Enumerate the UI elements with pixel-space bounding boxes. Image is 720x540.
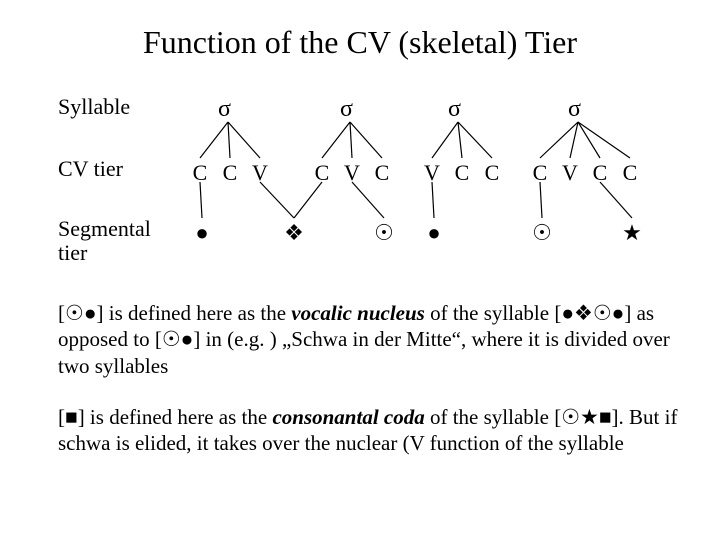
p2-sym1: ■ bbox=[65, 405, 78, 429]
cv-slot: C bbox=[620, 160, 640, 186]
sigma-node: σ bbox=[568, 96, 581, 123]
segment-glyph: ❖ bbox=[282, 220, 306, 246]
cv-slot: V bbox=[250, 160, 270, 186]
p1-em: vocalic nucleus bbox=[291, 301, 425, 325]
p1-sym1: ☉● bbox=[65, 301, 97, 325]
p2-em: consonantal coda bbox=[272, 405, 424, 429]
slide-title: Function of the CV (skeletal) Tier bbox=[0, 24, 720, 61]
p1-mid2: of the syllable [ bbox=[425, 301, 561, 325]
p2-mid1: ] is defined here as the bbox=[78, 405, 273, 429]
label-cv-tier: CV tier bbox=[58, 156, 123, 182]
cv-slot: C bbox=[482, 160, 502, 186]
label-seg-tier-1: Segmental bbox=[58, 216, 151, 242]
p1-mid1: ] is defined here as the bbox=[97, 301, 292, 325]
cv-slot: V bbox=[422, 160, 442, 186]
cv-slot: C bbox=[530, 160, 550, 186]
label-syllable: Syllable bbox=[58, 94, 130, 120]
paragraph-2: [■] is defined here as the consonantal c… bbox=[58, 404, 698, 457]
sigma-node: σ bbox=[218, 96, 231, 123]
p2-mid2: of the syllable [ bbox=[425, 405, 561, 429]
segment-glyph: ☉ bbox=[372, 220, 396, 246]
cv-slot: C bbox=[190, 160, 210, 186]
cv-slot: C bbox=[312, 160, 332, 186]
p1-pre: [ bbox=[58, 301, 65, 325]
sigma-node: σ bbox=[340, 96, 353, 123]
paragraph-1: [☉●] is defined here as the vocalic nucl… bbox=[58, 300, 698, 379]
cv-slot: C bbox=[372, 160, 392, 186]
p2-pre: [ bbox=[58, 405, 65, 429]
sigma-node: σ bbox=[448, 96, 461, 123]
cv-slot: V bbox=[560, 160, 580, 186]
cv-slot: C bbox=[220, 160, 240, 186]
cv-slot: V bbox=[342, 160, 362, 186]
p1-sym2: ●❖☉● bbox=[561, 301, 624, 325]
cv-slot: C bbox=[452, 160, 472, 186]
segment-glyph: ● bbox=[422, 220, 446, 246]
p1-sym3: ☉● bbox=[162, 327, 194, 351]
segment-glyph: ★ bbox=[620, 220, 644, 246]
segment-glyph: ● bbox=[190, 220, 214, 246]
segment-glyph: ☉ bbox=[530, 220, 554, 246]
p2-sym2: ☉★■ bbox=[561, 405, 611, 429]
label-seg-tier-2: tier bbox=[58, 240, 87, 266]
cv-slot: C bbox=[590, 160, 610, 186]
